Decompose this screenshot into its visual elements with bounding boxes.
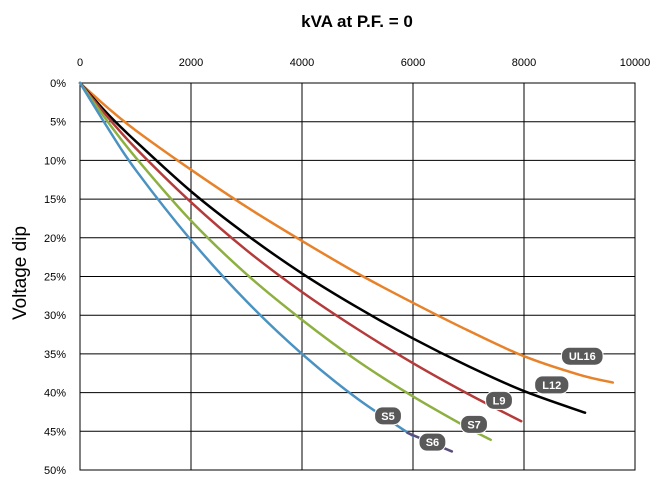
- series-label-text: S6: [426, 437, 439, 449]
- y-tick-label: 10%: [44, 155, 66, 167]
- x-tick-label: 6000: [401, 57, 425, 69]
- chart-title: kVA at P.F. = 0: [301, 12, 413, 31]
- series-label-background: [374, 406, 402, 426]
- y-tick-label: 30%: [44, 310, 66, 322]
- y-tick-label: 45%: [44, 426, 66, 438]
- series-label-text: L9: [493, 395, 506, 407]
- series-lines: [78, 81, 615, 453]
- series-label-background: [560, 346, 604, 366]
- series-label-l12: L12: [534, 375, 570, 395]
- series-label-background: [485, 390, 513, 410]
- x-tick-label: 0: [77, 57, 83, 69]
- series-line-l12: [78, 81, 587, 414]
- series-label-s5: S5: [374, 406, 402, 426]
- grid: [79, 82, 636, 471]
- series-labels: UL16 L12 L9 S5 S7 S6: [374, 346, 604, 452]
- series-label-text: S7: [467, 419, 480, 431]
- y-axis-ticks: 0% 5% 10% 15% 20% 25% 30% 35% 40% 45% 50%: [44, 78, 66, 477]
- series-label-background: [418, 432, 447, 452]
- y-tick-label: 35%: [44, 349, 66, 361]
- y-tick-label: 5%: [50, 117, 66, 129]
- series-label-l9: L9: [485, 390, 513, 410]
- y-tick-label: 0%: [50, 78, 66, 90]
- series-label-s6: S6: [418, 432, 447, 452]
- series-label-background: [534, 375, 570, 395]
- series-label-text: L12: [542, 380, 561, 392]
- y-tick-label: 50%: [44, 465, 66, 477]
- series-line-s7: [78, 81, 492, 442]
- series-line-ul16: [78, 81, 615, 384]
- x-axis-ticks: 0 2000 4000 6000 8000 10000: [77, 57, 650, 69]
- series-label-text: S5: [381, 411, 394, 423]
- y-tick-label: 25%: [44, 272, 66, 284]
- series-line-s5: [78, 81, 415, 438]
- x-tick-label: 2000: [179, 57, 203, 69]
- y-tick-label: 20%: [44, 233, 66, 245]
- x-tick-label: 4000: [290, 57, 314, 69]
- plot-frame: [79, 82, 636, 471]
- x-tick-label: 8000: [512, 57, 536, 69]
- series-label-ul16: UL16: [560, 346, 604, 366]
- series-line-l9: [78, 81, 523, 423]
- series-label-text: UL16: [569, 351, 596, 363]
- y-tick-label: 15%: [44, 194, 66, 206]
- y-axis-label: Voltage dip: [10, 226, 31, 320]
- series-label-background: [460, 414, 488, 434]
- series-label-s7: S7: [460, 414, 488, 434]
- y-tick-label: 40%: [44, 388, 66, 400]
- x-tick-label: 10000: [620, 57, 651, 69]
